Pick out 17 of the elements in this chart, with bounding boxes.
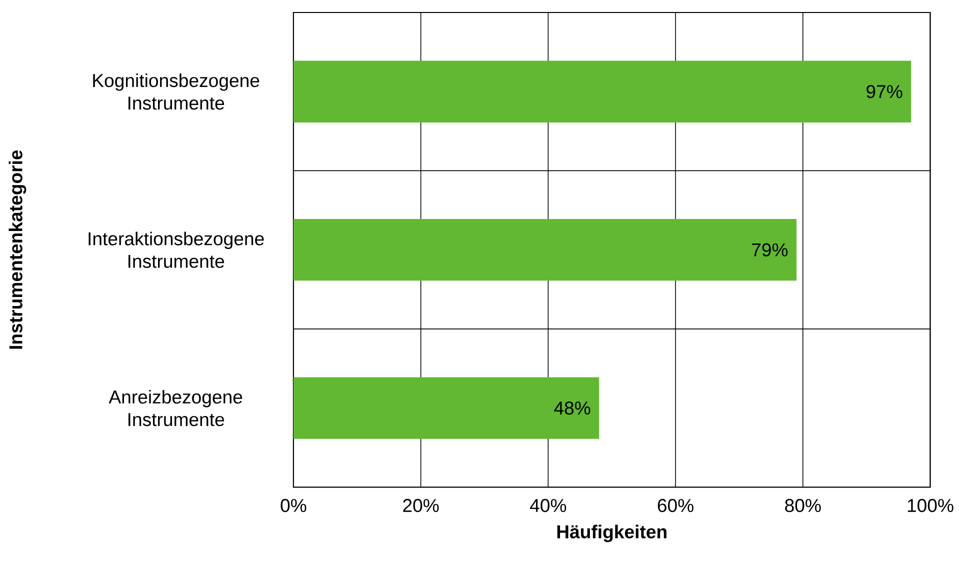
bar [293,218,797,280]
data-label: 79% [752,243,788,256]
x-tick-label: 0% [280,498,306,512]
bar [293,376,600,439]
x-axis-title: Häufigkeiten [557,524,666,542]
bar [293,60,912,122]
x-tick-label: 100% [908,498,954,512]
x-tick-label: 20% [403,498,439,512]
x-tick-label: 80% [785,498,821,512]
y-tick-label: Kognitionsbezogene Instrumente [93,73,260,110]
y-axis-title: Instrumentenkategorie [8,150,26,348]
x-tick-label: 60% [658,498,694,512]
data-label: 48% [554,401,590,414]
y-tick-label: Anreizbezogene Instrumente [108,390,242,426]
data-label: 97% [866,84,902,98]
y-tick-label: Interaktionsbezogene Instrumente [88,232,264,268]
x-tick-label: 40% [530,498,566,512]
